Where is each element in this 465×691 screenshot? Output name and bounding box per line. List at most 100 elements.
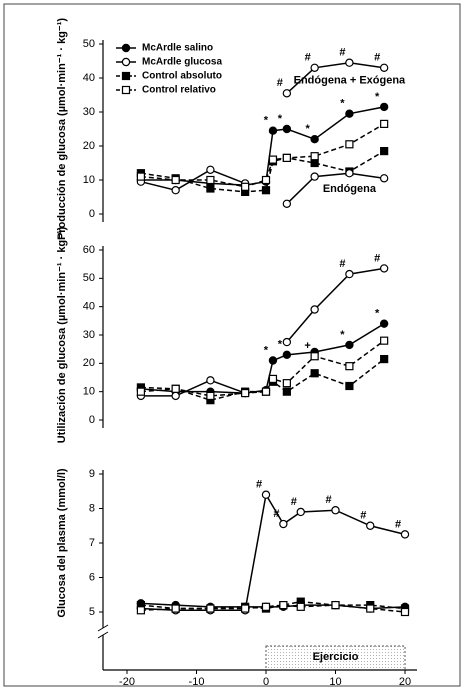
marker [268, 126, 278, 135]
significance-mark: * [340, 329, 345, 341]
marker [400, 607, 410, 617]
series-line [140, 340, 385, 397]
y-tick-label: 60 [83, 244, 95, 256]
y-tick-label: 10 [83, 174, 95, 186]
significance-mark: # [374, 252, 380, 264]
significance-mark: # [395, 518, 401, 530]
marker [268, 356, 278, 365]
marker [206, 376, 215, 385]
marker [379, 174, 389, 183]
significance-mark: * [375, 91, 380, 103]
significance-mark: # [273, 508, 279, 520]
y-axis-label: Producción de glucosa (µmol·min⁻¹ · kg⁻¹… [56, 18, 68, 240]
significance-mark: * [375, 308, 380, 320]
series-line [140, 492, 406, 612]
marker [331, 506, 340, 515]
marker [345, 362, 354, 371]
marker [310, 63, 319, 73]
axis-break [97, 624, 109, 632]
significance-mark: * [340, 98, 345, 110]
exercise-label: Ejercicio [313, 651, 359, 663]
marker [366, 604, 375, 613]
marker [261, 186, 271, 195]
marker [379, 63, 389, 73]
series-line [140, 358, 385, 401]
y-tick-label: 6 [89, 571, 95, 583]
series-line [140, 604, 406, 613]
significance-mark: # [339, 258, 345, 270]
marker [345, 140, 354, 149]
marker [206, 165, 215, 174]
significance-mark: * [306, 123, 311, 135]
marker [241, 388, 250, 398]
y-tick-label: 8 [89, 502, 95, 514]
marker [279, 519, 288, 529]
y-tick-label: 20 [83, 357, 95, 369]
marker [282, 153, 291, 162]
marker [282, 89, 292, 98]
curve-label: Endógena + Exógena [294, 75, 406, 87]
marker [282, 337, 292, 347]
y-tick-label: 9 [89, 468, 95, 480]
curve-label: Endógena [323, 183, 377, 195]
y-tick-label: 30 [83, 329, 95, 341]
legend-marker [121, 85, 131, 95]
y-tick-label: 7 [89, 537, 95, 549]
legend-marker [121, 71, 131, 81]
marker [268, 374, 278, 384]
x-tick-label: 10 [329, 676, 341, 688]
significance-mark: # [305, 52, 311, 64]
significance-mark: * [278, 113, 283, 125]
marker [400, 530, 410, 539]
y-tick-label: 40 [83, 72, 95, 84]
y-tick-label: 5 [89, 606, 95, 618]
series-line [140, 267, 385, 397]
marker [136, 172, 145, 181]
series-line [140, 150, 385, 193]
marker [380, 119, 389, 129]
marker [310, 158, 319, 168]
marker [206, 184, 215, 193]
marker [171, 391, 180, 401]
significance-mark: # [360, 510, 366, 522]
marker [296, 602, 305, 611]
significance-mark: # [339, 47, 345, 59]
x-tick-label: 0 [263, 676, 269, 688]
marker [136, 387, 145, 396]
significance-mark: * [264, 115, 269, 127]
marker [310, 134, 319, 144]
y-tick-label: 50 [83, 38, 95, 50]
marker [282, 199, 292, 208]
marker [171, 175, 180, 185]
legend-label: McArdle glucosa [142, 57, 222, 68]
marker [279, 600, 288, 610]
marker [282, 350, 292, 360]
marker [345, 109, 354, 118]
marker [261, 387, 271, 396]
legend-label: Control absoluto [142, 71, 222, 82]
y-axis-label: Glucosa del plasma (mmol/l) [56, 468, 68, 617]
marker [241, 604, 250, 613]
y-tick-label: 50 [83, 272, 95, 284]
marker [379, 319, 389, 328]
legend-label: Control relativo [142, 85, 216, 96]
significance-mark: # [277, 77, 283, 89]
y-tick-label: 40 [83, 301, 95, 313]
x-tick-label: -10 [189, 676, 205, 688]
series-line [140, 123, 385, 188]
y-tick-label: 10 [83, 386, 95, 398]
marker [310, 305, 319, 314]
x-tick-label: -20 [119, 676, 135, 688]
marker [345, 269, 354, 279]
marker [261, 175, 271, 185]
marker [379, 102, 389, 112]
marker [261, 490, 271, 499]
marker [206, 604, 215, 613]
marker [345, 340, 354, 350]
marker [296, 507, 305, 517]
marker [282, 379, 291, 388]
marker [206, 175, 215, 185]
marker [380, 147, 389, 156]
marker [379, 264, 389, 273]
